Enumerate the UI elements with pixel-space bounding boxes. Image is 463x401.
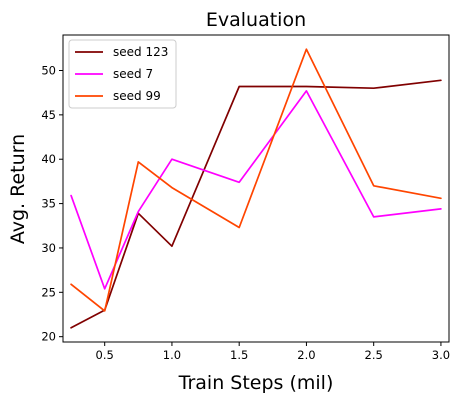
series-line-seed-7 xyxy=(70,90,442,290)
legend: seed 123 seed 7 seed 99 xyxy=(68,39,177,109)
legend-label-seed-99: seed 99 xyxy=(113,89,161,103)
y-tick-label: 35 xyxy=(41,197,56,211)
y-tick-label: 25 xyxy=(41,285,56,299)
series-line-seed-99 xyxy=(70,48,442,312)
y-tick-label: 50 xyxy=(41,63,56,77)
x-tick-label: 2.5 xyxy=(365,348,383,362)
y-axis-label: Avg. Return xyxy=(7,134,29,244)
x-tick-label: 1.0 xyxy=(163,348,181,362)
series-layer xyxy=(70,48,442,329)
x-tick-label: 2.0 xyxy=(297,348,315,362)
plot-area xyxy=(62,34,450,343)
x-axis-label: Train Steps (mil) xyxy=(178,372,334,394)
y-tick-label: 30 xyxy=(41,241,56,255)
chart-title: Evaluation xyxy=(206,9,306,31)
y-axis: 20 25 30 35 40 45 50 xyxy=(41,63,63,344)
y-tick-label: 40 xyxy=(41,152,56,166)
legend-label-seed-123: seed 123 xyxy=(113,45,168,59)
series-line-seed-123 xyxy=(70,79,442,329)
legend-box xyxy=(68,39,177,109)
x-tick-label: 1.5 xyxy=(230,348,248,362)
y-tick-label: 20 xyxy=(41,330,56,344)
plot-frame xyxy=(62,34,450,343)
y-tick-label: 45 xyxy=(41,108,56,122)
legend-label-seed-7: seed 7 xyxy=(113,67,153,81)
x-tick-label: 0.5 xyxy=(96,348,114,362)
x-tick-label: 3.0 xyxy=(432,348,450,362)
x-axis: 0.5 1.0 1.5 2.0 2.5 3.0 xyxy=(96,342,450,362)
